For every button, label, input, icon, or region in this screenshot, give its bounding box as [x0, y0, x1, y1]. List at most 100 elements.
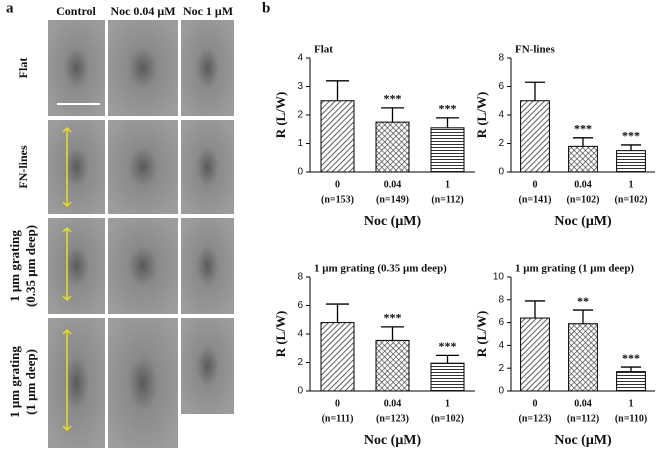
- sample-size: (n=123): [519, 413, 552, 424]
- column-header: Noc 0.04 μM: [110, 4, 175, 18]
- bar: [568, 323, 598, 392]
- x-tick-label: 0: [335, 179, 340, 190]
- micrograph: [108, 120, 178, 214]
- y-tick-label: 4: [297, 329, 303, 340]
- sample-size: (n=112): [431, 194, 463, 205]
- x-tick-label: 0.04: [574, 398, 592, 409]
- x-tick-label: 0: [335, 398, 340, 409]
- micrograph: [108, 218, 178, 314]
- significance: ***: [384, 92, 402, 106]
- y-tick-label: 4: [498, 110, 504, 121]
- micrograph: [108, 20, 178, 116]
- micrograph: [181, 20, 234, 116]
- significance: ***: [622, 351, 640, 365]
- sample-size: (n=149): [376, 194, 409, 205]
- arrows: [62, 126, 72, 432]
- x-axis-label: Noc (μM): [554, 214, 612, 229]
- chart-title: Flat: [314, 44, 333, 56]
- sample-size: (n=112): [567, 413, 599, 424]
- row-label: 1 μm grating: [7, 230, 22, 302]
- significance: ***: [384, 311, 402, 325]
- sample-size: (n=111): [322, 413, 354, 424]
- significance: ***: [622, 129, 640, 143]
- sample-size: (n=102): [567, 194, 600, 205]
- chart-title: FN-lines: [515, 44, 555, 56]
- y-tick-label: 0: [297, 386, 303, 397]
- x-axis-label: Noc (μM): [364, 214, 422, 229]
- micrograph: [181, 120, 234, 214]
- micrographs: [48, 20, 234, 448]
- chart-title: 1 μm grating (1 μm deep): [515, 263, 634, 275]
- micrograph: [48, 20, 105, 116]
- sample-size: (n=110): [615, 413, 647, 424]
- x-tick-label: 0.04: [384, 179, 402, 190]
- x-axis-label: Noc (μM): [364, 433, 422, 448]
- y-tick-label: 6: [498, 317, 504, 328]
- micrograph: [181, 318, 234, 414]
- sample-size: (n=123): [376, 413, 409, 424]
- y-axis-label: R (L/W): [474, 92, 489, 139]
- y-axis-label: R (L/W): [273, 92, 288, 139]
- x-tick-label: 0: [533, 179, 538, 190]
- micrograph: [48, 318, 105, 448]
- y-tick-label: 1: [297, 138, 303, 149]
- row-label: FN-lines: [16, 145, 30, 189]
- x-tick-label: 0.04: [384, 398, 402, 409]
- x-tick-label: 1: [629, 398, 634, 409]
- y-tick-label: 4: [498, 340, 504, 351]
- significance: ***: [439, 339, 457, 353]
- y-tick-label: 2: [297, 357, 303, 368]
- row-label: Flat: [16, 58, 30, 79]
- sample-size: (n=102): [615, 194, 648, 205]
- significance: ***: [574, 122, 592, 136]
- y-tick-label: 2: [498, 138, 504, 149]
- y-tick-label: 0: [297, 167, 303, 178]
- row-label: (0.35 μm deep): [23, 225, 38, 307]
- panel-label: b: [262, 0, 270, 16]
- sample-size: (n=153): [321, 194, 354, 205]
- x-tick-label: 0.04: [574, 179, 592, 190]
- micrograph: [48, 120, 105, 214]
- row-label: 1 μm grating: [7, 346, 22, 418]
- y-tick-label: 8: [498, 53, 504, 64]
- bar: [616, 371, 646, 392]
- chart-title: 1 μm grating (0.35 μm deep): [314, 263, 447, 275]
- y-tick-label: 4: [297, 53, 303, 64]
- sample-size: (n=141): [519, 194, 552, 205]
- bar: [616, 150, 646, 173]
- x-tick-label: 1: [629, 179, 634, 190]
- y-tick-label: 2: [297, 110, 303, 121]
- x-tick-label: 1: [445, 398, 450, 409]
- y-tick-label: 6: [297, 300, 303, 311]
- y-tick-label: 0: [498, 167, 504, 178]
- x-axis-label: Noc (μM): [554, 433, 612, 448]
- bar: [375, 339, 410, 392]
- micrograph: [108, 318, 178, 448]
- micrograph: [181, 218, 234, 314]
- micrograph: [48, 218, 105, 314]
- y-axis-label: R (L/W): [273, 311, 288, 358]
- bar: [320, 322, 355, 392]
- y-tick-label: 8: [297, 272, 303, 283]
- significance: ***: [439, 102, 457, 116]
- bar: [430, 127, 465, 173]
- panel-label: a: [6, 0, 14, 16]
- bar: [568, 145, 598, 173]
- row-label: (1 μm deep): [23, 349, 38, 415]
- x-tick-label: 0: [533, 398, 538, 409]
- column-header: Control: [56, 4, 96, 18]
- y-tick-label: 10: [493, 272, 505, 283]
- y-tick-label: 6: [498, 81, 504, 92]
- bar: [520, 317, 550, 392]
- y-tick-label: 8: [498, 294, 504, 305]
- y-axis-label: R (L/W): [474, 311, 489, 358]
- column-header: Noc 1 μM: [183, 4, 233, 18]
- sample-size: (n=102): [431, 413, 464, 424]
- y-tick-label: 0: [498, 386, 504, 397]
- significance: **: [577, 294, 589, 308]
- bar: [520, 100, 550, 173]
- bar: [375, 121, 410, 173]
- y-tick-label: 3: [297, 81, 303, 92]
- x-tick-label: 1: [445, 179, 450, 190]
- y-tick-label: 2: [498, 363, 504, 374]
